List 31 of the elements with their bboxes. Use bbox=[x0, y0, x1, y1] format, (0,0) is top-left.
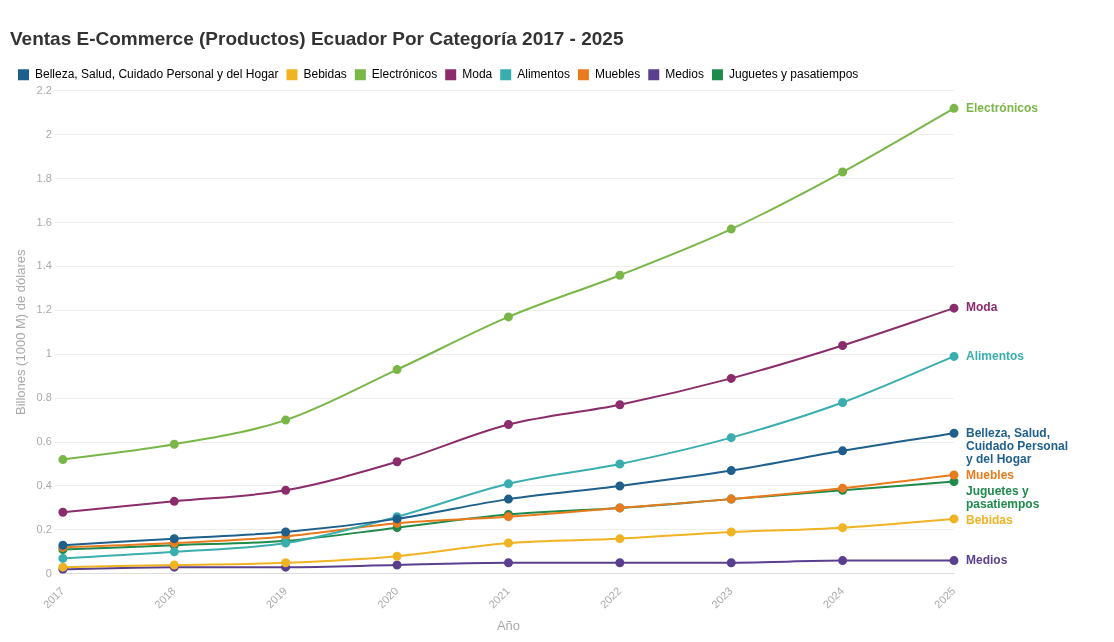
y-tick-label: 1 bbox=[45, 347, 52, 360]
y-tick-label: 0 bbox=[45, 566, 52, 579]
y-tick-label: 1.4 bbox=[36, 259, 52, 272]
legend-label: Electrónicos bbox=[371, 67, 438, 82]
text: Alimentos bbox=[966, 348, 1025, 363]
x-axis-title: Año bbox=[496, 617, 521, 633]
text: Moda bbox=[966, 300, 998, 315]
text: Muebles bbox=[966, 467, 1015, 482]
text: Belleza, Salud, Cuidado Personal y del Hogar bbox=[966, 425, 1069, 466]
y-tick-label: 0.6 bbox=[36, 435, 52, 448]
legend-label: Moda bbox=[462, 67, 493, 82]
legend-label: Medios bbox=[665, 67, 704, 82]
y-tick-label: 1.2 bbox=[36, 303, 52, 316]
legend-label: Alimentos bbox=[517, 67, 570, 82]
legend-label: Muebles bbox=[594, 67, 641, 82]
y-axis-title: Billones (1000 M) de dólares bbox=[13, 249, 29, 416]
text: Medios bbox=[966, 552, 1008, 567]
y-tick-label: 1.8 bbox=[36, 171, 52, 184]
y-tick-label: 2.2 bbox=[36, 83, 52, 96]
text: Bebidas bbox=[966, 512, 1013, 527]
y-tick-label: 0.8 bbox=[36, 391, 52, 404]
text: Electrónicos bbox=[966, 100, 1039, 115]
text: Juguetes y pasatiempos bbox=[966, 483, 1040, 511]
legend-label: Juguetes y pasatiempos bbox=[728, 67, 859, 82]
y-tick-label: 2 bbox=[45, 127, 52, 140]
y-tick-label: 0.4 bbox=[36, 478, 52, 491]
chart-title: Ventas E-Commerce (Productos) Ecuador Por Categoría 2017 - 2025 bbox=[10, 27, 624, 49]
y-tick-label: 1.6 bbox=[36, 215, 52, 228]
legend-label: Bebidas bbox=[303, 67, 347, 82]
y-tick-label: 0.2 bbox=[36, 522, 52, 535]
legend-label: Belleza, Salud, Cuidado Personal y del Hogar bbox=[35, 67, 279, 82]
